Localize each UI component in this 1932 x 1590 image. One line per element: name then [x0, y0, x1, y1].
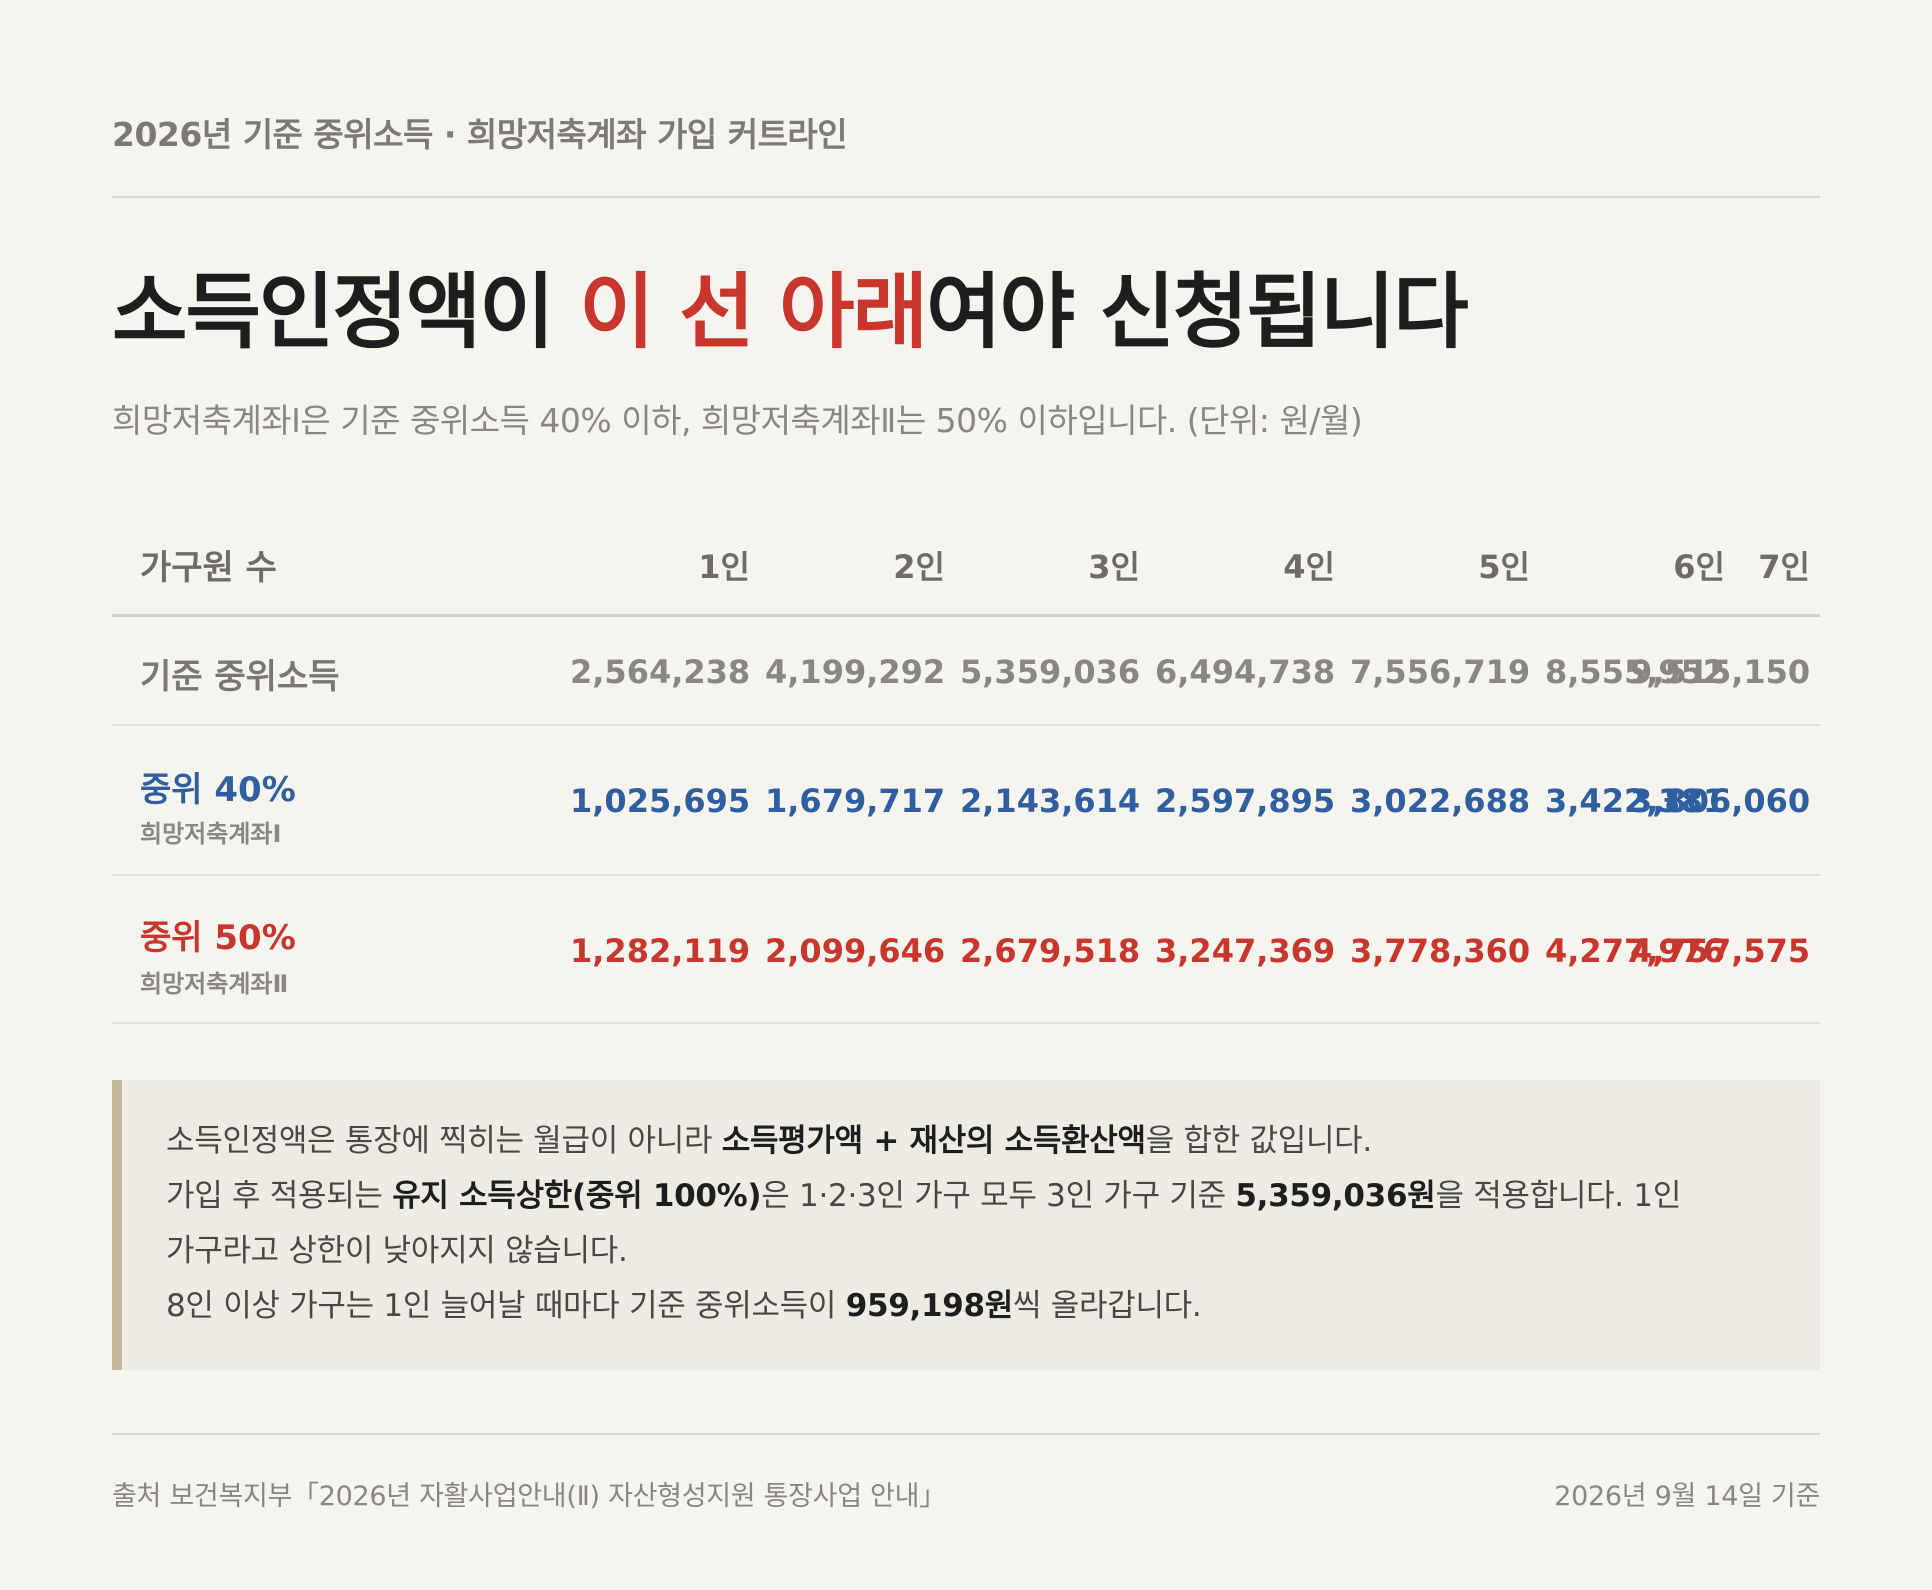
note-text-segment: 씩 올라갑니다. — [1013, 1288, 1202, 1324]
row-label: 중위 50% — [140, 918, 296, 958]
table-cell: 6,494,738 — [1155, 653, 1336, 691]
bottom-divider — [112, 1433, 1820, 1435]
table-row-median: 기준 중위소득 2,564,238 4,199,292 5,359,036 6,… — [112, 617, 1820, 726]
note-text-segment: 가구라고 상한이 낮아지지 않습니다. — [166, 1233, 628, 1269]
note-text-segment: 가입 후 적용되는 — [166, 1178, 393, 1214]
table-cell: 2,143,614 — [960, 782, 1141, 820]
table-cell: 4,199,292 — [765, 653, 946, 691]
table-cell: 1,282,119 — [570, 932, 751, 970]
table-cell: 3,247,369 — [1155, 932, 1336, 970]
note-text-segment: 을 합한 값입니다. — [1145, 1123, 1373, 1159]
row-sublabel: 희망저축계좌Ⅰ — [140, 820, 282, 848]
headline-before: 소득인정액이 — [112, 265, 580, 360]
note-text-segment: 소득인정액은 통장에 찍히는 월급이 아니라 — [166, 1123, 722, 1159]
source-citation: 출처 보건복지부「2026년 자활사업안내(Ⅱ) 자산형성지원 통장사업 안내」 — [112, 1481, 946, 1512]
table-cell: 2,679,518 — [960, 932, 1141, 970]
note-text-segment: 을 적용합니다. 1인 — [1435, 1178, 1682, 1214]
note-emphasis: 959,198원 — [845, 1288, 1014, 1324]
headline: 소득인정액이 이 선 아래여야 신청됩니다 — [112, 258, 1469, 368]
row-label: 기준 중위소득 — [140, 657, 340, 697]
note-emphasis: 5,359,036원 — [1235, 1178, 1436, 1214]
table-cell: 2,099,646 — [765, 932, 946, 970]
column-header: 7인 — [1758, 548, 1810, 586]
row-sublabel: 희망저축계좌Ⅱ — [140, 970, 289, 998]
note-line: 8인 이상 가구는 1인 늘어날 때마다 기준 중위소득이 959,198원씩 … — [166, 1279, 1786, 1334]
table-cell: 4,277,976 — [1545, 932, 1726, 970]
column-header: 4인 — [1283, 548, 1335, 586]
as-of-date: 2026년 9월 14일 기준 — [1554, 1481, 1820, 1512]
table-cell: 8,555,952 — [1545, 653, 1726, 691]
subtitle: 희망저축계좌Ⅰ은 기준 중위소득 40% 이하, 희망저축계좌Ⅱ는 50% 이하… — [112, 401, 1363, 440]
note-emphasis: 유지 소득상한(중위 100%) — [392, 1178, 762, 1214]
table-cell: 1,025,695 — [570, 782, 751, 820]
top-divider — [112, 196, 1820, 198]
column-header: 6인 — [1673, 548, 1725, 586]
header-label: 가구원 수 — [140, 548, 277, 588]
note-line: 소득인정액은 통장에 찍히는 월급이 아니라 소득평가액 + 재산의 소득환산액… — [166, 1114, 1786, 1169]
column-header: 3인 — [1088, 548, 1140, 586]
table-row-40-percent: 중위 40% 희망저축계좌Ⅰ 1,025,695 1,679,717 2,143… — [112, 726, 1820, 876]
table-cell: 7,556,719 — [1350, 653, 1531, 691]
table-row-50-percent: 중위 50% 희망저축계좌Ⅱ 1,282,119 2,099,646 2,679… — [112, 876, 1820, 1024]
column-header: 2인 — [893, 548, 945, 586]
note-text-segment: 8인 이상 가구는 1인 늘어날 때마다 기준 중위소득이 — [166, 1288, 846, 1324]
table-header-row: 가구원 수 1인 2인 3인 4인 5인 6인 7인 — [112, 510, 1820, 617]
table-cell: 3,022,688 — [1350, 782, 1531, 820]
table-cell: 9,515,150 — [1630, 653, 1811, 691]
kicker: 2026년 기준 중위소득 · 희망저축계좌 가입 커트라인 — [112, 115, 848, 154]
note-text: 소득인정액은 통장에 찍히는 월급이 아니라 소득평가액 + 재산의 소득환산액… — [166, 1114, 1786, 1334]
table-cell: 5,359,036 — [960, 653, 1141, 691]
table-cell: 4,757,575 — [1630, 932, 1811, 970]
note-box: 소득인정액은 통장에 찍히는 월급이 아니라 소득평가액 + 재산의 소득환산액… — [112, 1080, 1820, 1370]
table-cell: 3,806,060 — [1630, 782, 1811, 820]
table-cell: 3,422,381 — [1545, 782, 1726, 820]
row-label: 중위 40% — [140, 770, 296, 810]
table-cell: 3,778,360 — [1350, 932, 1531, 970]
note-line: 가입 후 적용되는 유지 소득상한(중위 100%)은 1·2·3인 가구 모두… — [166, 1169, 1786, 1224]
income-table: 가구원 수 1인 2인 3인 4인 5인 6인 7인 기준 중위소득 2,564… — [112, 510, 1820, 1024]
note-text-segment: 은 1·2·3인 가구 모두 3인 가구 기준 — [761, 1178, 1236, 1214]
table-cell: 2,564,238 — [570, 653, 751, 691]
headline-accent: 이 선 아래 — [579, 265, 928, 360]
column-header: 5인 — [1478, 548, 1530, 586]
table-cell: 2,597,895 — [1155, 782, 1336, 820]
note-emphasis: 소득평가액 + 재산의 소득환산액 — [721, 1123, 1146, 1159]
note-line: 가구라고 상한이 낮아지지 않습니다. — [166, 1224, 1786, 1279]
table-cell: 1,679,717 — [765, 782, 946, 820]
column-header: 1인 — [698, 548, 750, 586]
headline-after: 여야 신청됩니다 — [926, 265, 1469, 360]
